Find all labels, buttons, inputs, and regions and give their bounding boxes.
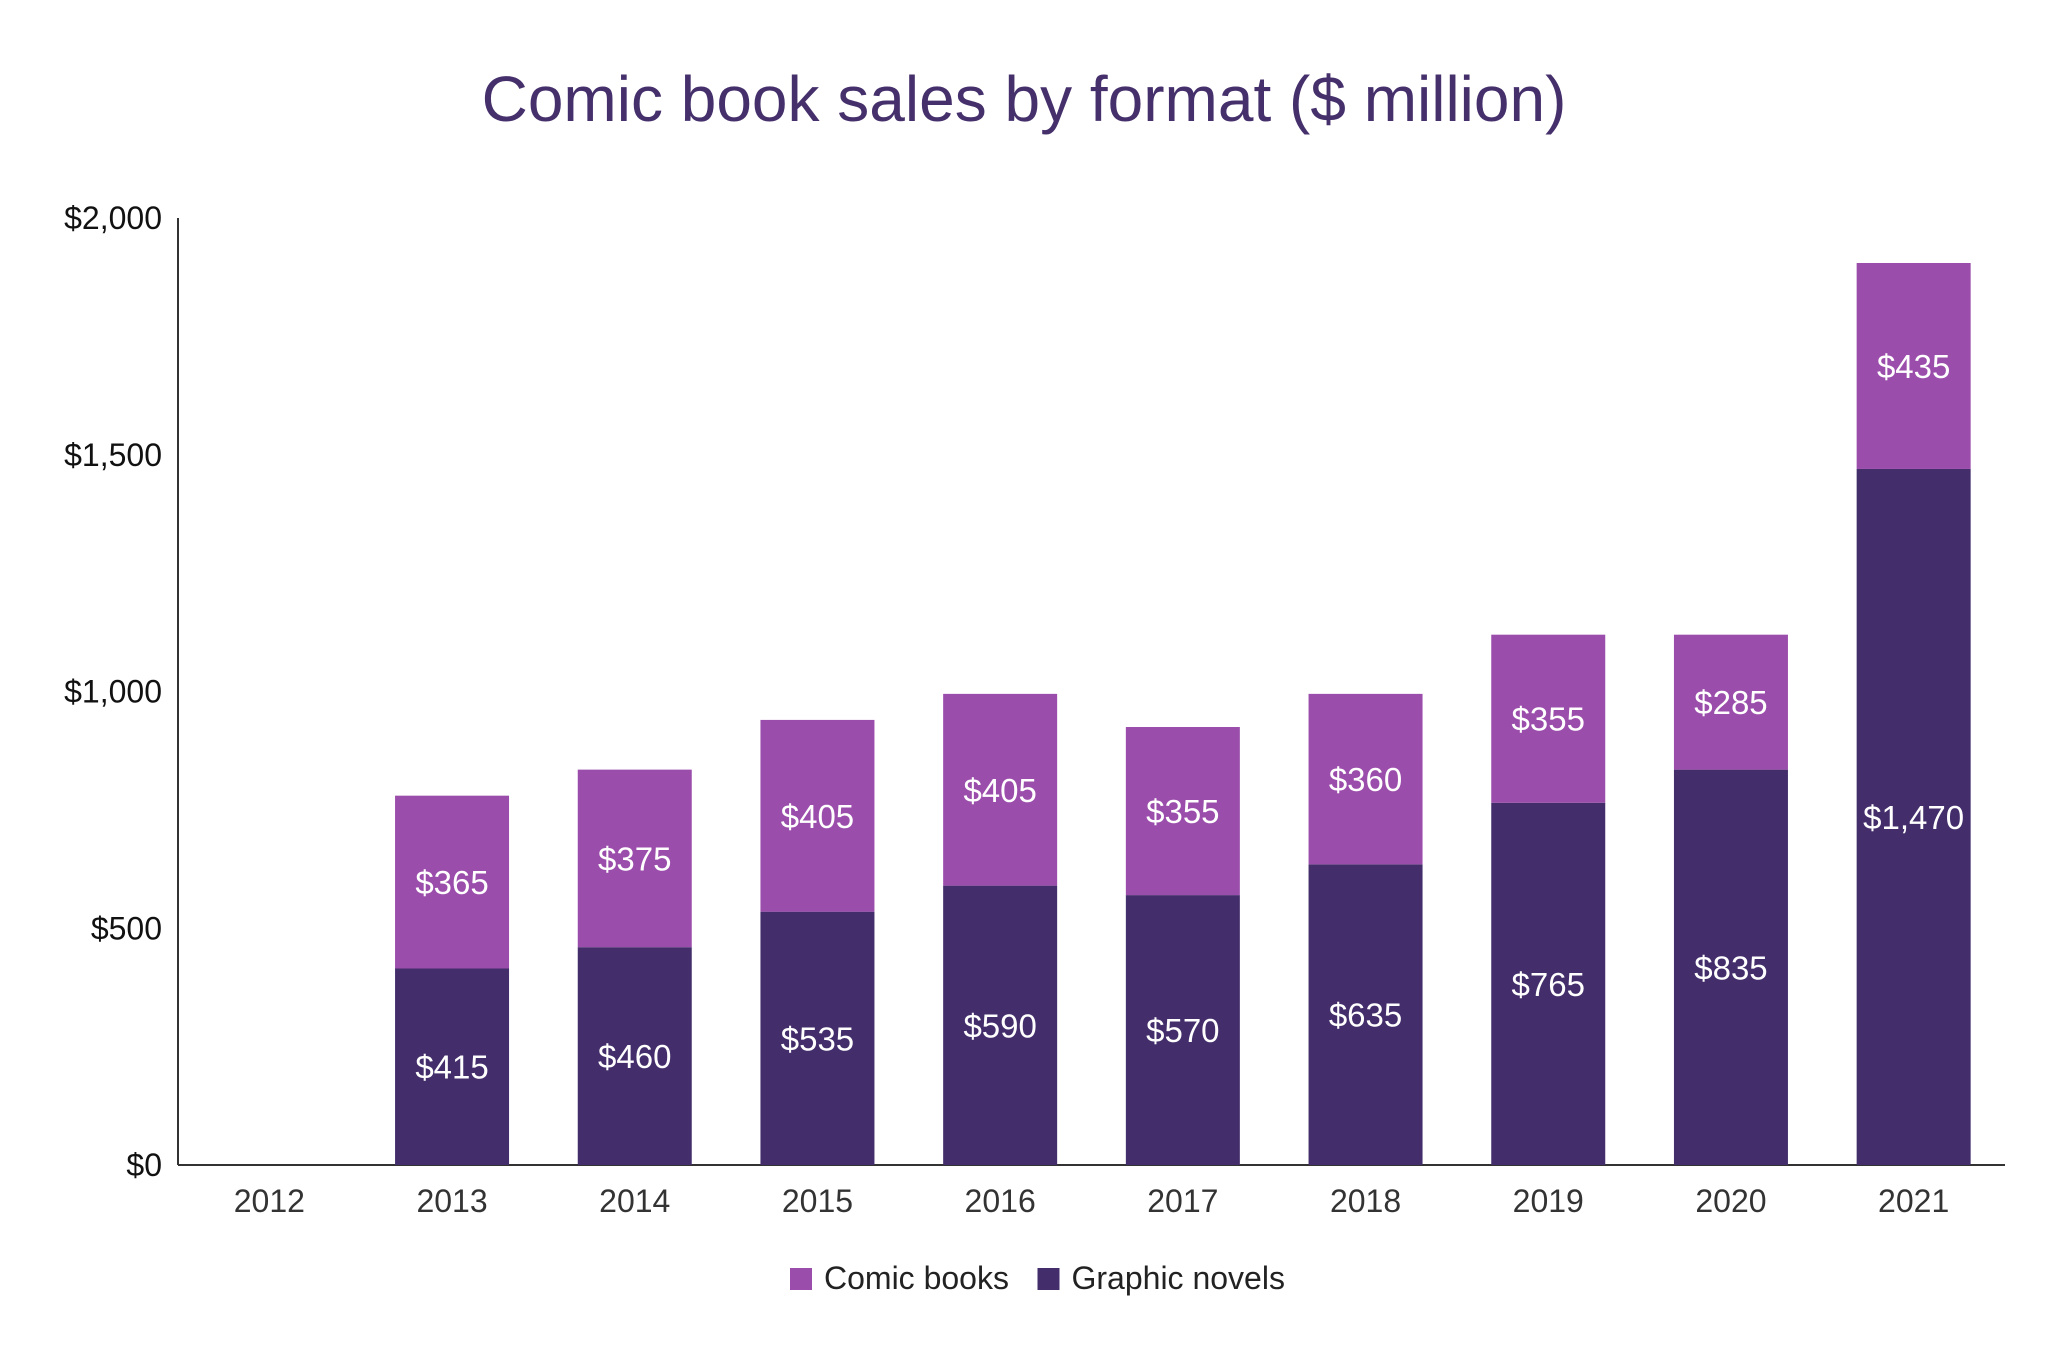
x-tick-label: 2015 xyxy=(782,1183,853,1219)
x-tick-label: 2019 xyxy=(1513,1183,1584,1219)
comic-books-bar xyxy=(943,693,1058,886)
legend-label-graphic-novels: Graphic novels xyxy=(1072,1260,1285,1296)
comic-books-bar xyxy=(395,795,510,969)
comic-books-bar xyxy=(1491,634,1606,803)
chart-title: Comic book sales by format ($ million) xyxy=(481,63,1567,135)
x-tick-label: 2016 xyxy=(965,1183,1036,1219)
y-tick-label: $1,500 xyxy=(64,437,162,473)
data-label: $1,470 xyxy=(1863,799,1964,836)
data-label: $285 xyxy=(1694,684,1767,721)
data-label: $405 xyxy=(963,772,1036,809)
data-label: $460 xyxy=(598,1038,671,1075)
x-tick-label: 2020 xyxy=(1695,1183,1766,1219)
legend-swatch-comic-books xyxy=(790,1268,812,1290)
graphic-novels-bar xyxy=(395,968,510,1165)
x-tick-label: 2018 xyxy=(1330,1183,1401,1219)
x-tick-label: 2014 xyxy=(599,1183,670,1219)
data-label: $765 xyxy=(1512,966,1585,1003)
x-tick-label: 2021 xyxy=(1878,1183,1949,1219)
data-label: $435 xyxy=(1877,348,1950,385)
x-tick-label: 2012 xyxy=(234,1183,305,1219)
legend-label-comic-books: Comic books xyxy=(824,1260,1009,1296)
legend-swatch-graphic-novels xyxy=(1037,1268,1060,1290)
comic-books-bar xyxy=(760,719,875,912)
data-label: $360 xyxy=(1329,761,1402,798)
data-label: $415 xyxy=(415,1049,488,1086)
graphic-novels-bar xyxy=(943,885,1058,1165)
data-label: $375 xyxy=(598,840,671,877)
graphic-novels-bar xyxy=(760,911,875,1165)
data-label: $590 xyxy=(963,1007,1036,1044)
comic-books-bar xyxy=(1673,634,1788,770)
data-label: $365 xyxy=(415,864,488,901)
data-label: $405 xyxy=(781,798,854,835)
comic-books-bar xyxy=(1856,262,1971,469)
y-tick-label: $1,000 xyxy=(64,674,162,710)
x-tick-label: 2017 xyxy=(1147,1183,1218,1219)
data-label: $355 xyxy=(1146,793,1219,830)
comic-books-bar xyxy=(1308,693,1423,865)
graphic-novels-bar xyxy=(577,947,692,1165)
graphic-novels-bar xyxy=(1856,468,1971,1166)
data-label: $535 xyxy=(781,1020,854,1057)
comic-books-bar xyxy=(1125,727,1240,896)
graphic-novels-bar xyxy=(1491,802,1606,1165)
data-label: $835 xyxy=(1694,949,1767,986)
y-tick-label: $0 xyxy=(126,1147,162,1183)
graphic-novels-bar xyxy=(1125,895,1240,1165)
graphic-novels-bar xyxy=(1308,864,1423,1165)
data-label: $355 xyxy=(1512,701,1585,738)
comic-books-bar xyxy=(577,769,692,948)
data-label: $570 xyxy=(1146,1012,1219,1049)
graphic-novels-bar xyxy=(1673,769,1788,1165)
data-label: $635 xyxy=(1329,997,1402,1034)
y-tick-label: $2,000 xyxy=(64,200,162,236)
y-tick-label: $500 xyxy=(91,910,162,946)
x-tick-label: 2013 xyxy=(416,1183,487,1219)
